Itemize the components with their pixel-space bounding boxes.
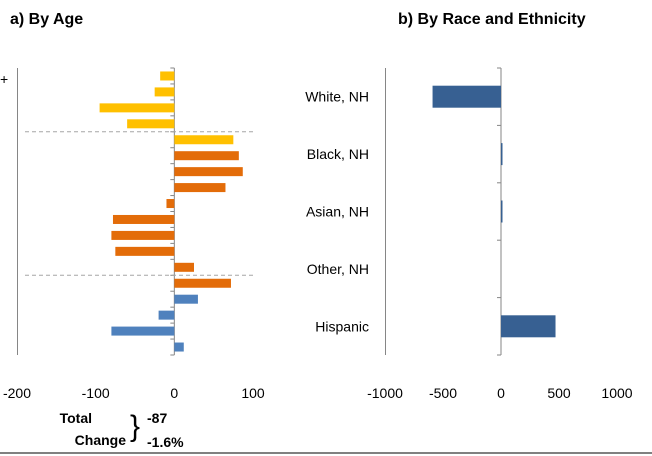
chart-a-x-tick-label: -100 — [82, 385, 110, 401]
chart-a-x-tick-label: -200 — [3, 385, 31, 401]
chart-b-x-tick-label: 1000 — [601, 385, 632, 401]
chart-a-bar — [112, 214, 175, 224]
total-change-value: -87 — [147, 410, 167, 426]
chart-b-category-label: Black, NH — [307, 146, 369, 162]
chart-a-x-tick-label: 0 — [170, 385, 178, 401]
total-brace: } — [130, 410, 140, 443]
chart-a-bar — [158, 310, 175, 320]
chart-b-bar — [432, 85, 501, 108]
chart-b-category-label: Hispanic — [315, 318, 369, 334]
chart-a-bar — [160, 71, 175, 81]
chart-a-bar — [174, 342, 184, 352]
chart-b-x-tick-label: -500 — [429, 385, 457, 401]
chart-a-bar — [127, 119, 175, 129]
chart-a-bar — [174, 135, 234, 145]
chart-b-bar — [501, 200, 503, 223]
chart-a-bar — [174, 294, 198, 304]
total-change-percent: -1.6% — [147, 434, 184, 450]
chart-a-bar — [174, 151, 239, 161]
chart-a-ylabel-fragment: + — [0, 71, 8, 87]
chart-a-bar — [111, 230, 175, 240]
chart-b-category-label: White, NH — [305, 89, 369, 105]
chart-b-x-tick-label: -1000 — [367, 385, 403, 401]
chart-a-bar — [99, 103, 175, 113]
chart-b-title: b) By Race and Ethnicity — [398, 11, 586, 28]
chart-a-bar — [154, 87, 175, 97]
chart-a-bar — [174, 278, 231, 288]
chart-a-bar — [174, 183, 226, 193]
chart-b-category-label: Asian, NH — [306, 204, 369, 220]
total-change-label-line1: Total — [60, 410, 92, 426]
chart-a-bar — [166, 199, 175, 209]
chart-b-bar — [501, 143, 503, 166]
chart-a-bar — [111, 326, 175, 336]
chart-b-x-tick-label: 0 — [497, 385, 505, 401]
chart-a-x-tick-label: 100 — [241, 385, 265, 401]
chart-b-category-label: Other, NH — [307, 261, 369, 277]
total-change-label-line2: Change — [75, 432, 127, 448]
chart-a-bar — [174, 167, 243, 177]
chart-a-bar — [174, 262, 194, 272]
chart-b-bar — [501, 315, 556, 338]
chart-a-title: a) By Age — [10, 11, 83, 28]
chart-b-x-tick-label: 500 — [547, 385, 571, 401]
chart-a-bar — [115, 246, 175, 256]
